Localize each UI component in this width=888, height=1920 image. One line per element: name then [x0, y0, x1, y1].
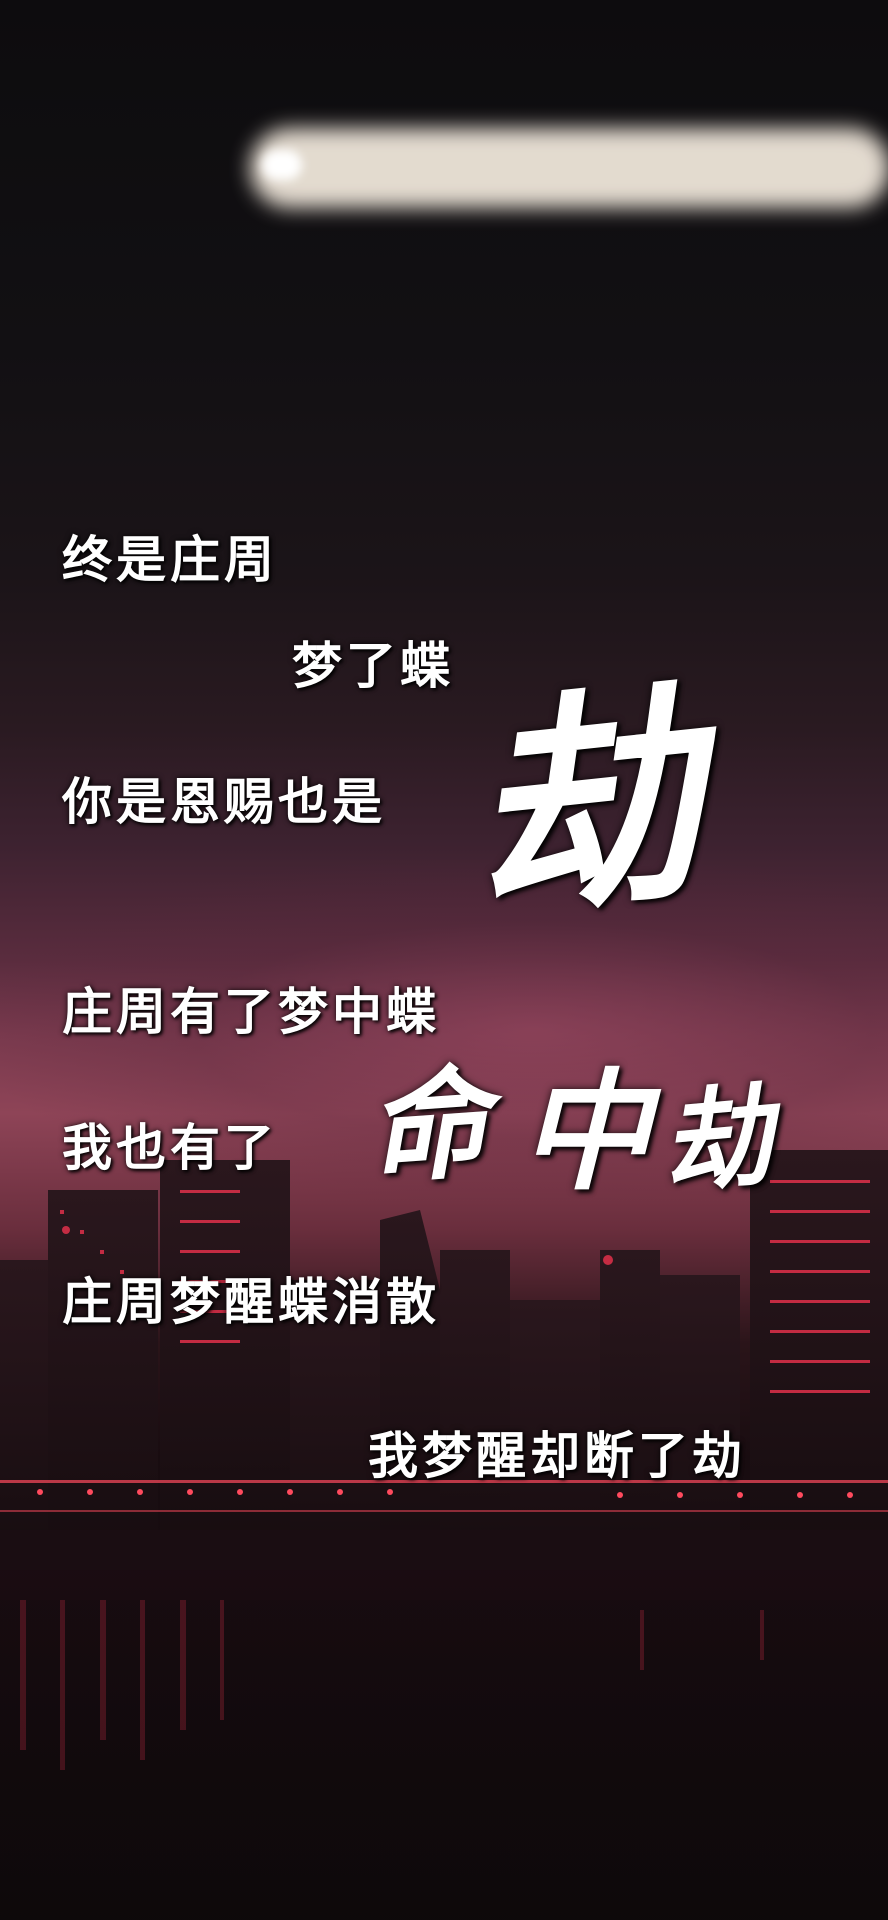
- calligraphy-jie-large: 劫: [456, 658, 714, 952]
- poem-line-2: 梦了蝶: [292, 637, 454, 695]
- building: [160, 1160, 290, 1600]
- waterfront-lights: [0, 1480, 888, 1512]
- calligraphy-zhong: 中: [520, 1055, 651, 1208]
- calligraphy-jie-small: 劫: [656, 1070, 778, 1209]
- cloud-glow: [0, 860, 888, 1200]
- light-streak: [250, 128, 888, 208]
- window-lights: [60, 1180, 870, 1393]
- river: [0, 1570, 888, 1920]
- poem-line-5: 我也有了: [62, 1119, 278, 1177]
- poem-line-3: 你是恩赐也是: [62, 773, 386, 831]
- poem-line-7: 我梦醒却断了劫: [368, 1427, 746, 1485]
- calligraphy-ming: 命: [363, 1051, 493, 1202]
- light-streak-core: [262, 150, 302, 180]
- building: [380, 1210, 440, 1600]
- poem-line-1: 终是庄周: [62, 531, 278, 589]
- poem-line-6: 庄周梦醒蝶消散: [62, 1273, 440, 1331]
- building: [750, 1150, 888, 1600]
- poem-line-4: 庄周有了梦中蝶: [62, 983, 440, 1041]
